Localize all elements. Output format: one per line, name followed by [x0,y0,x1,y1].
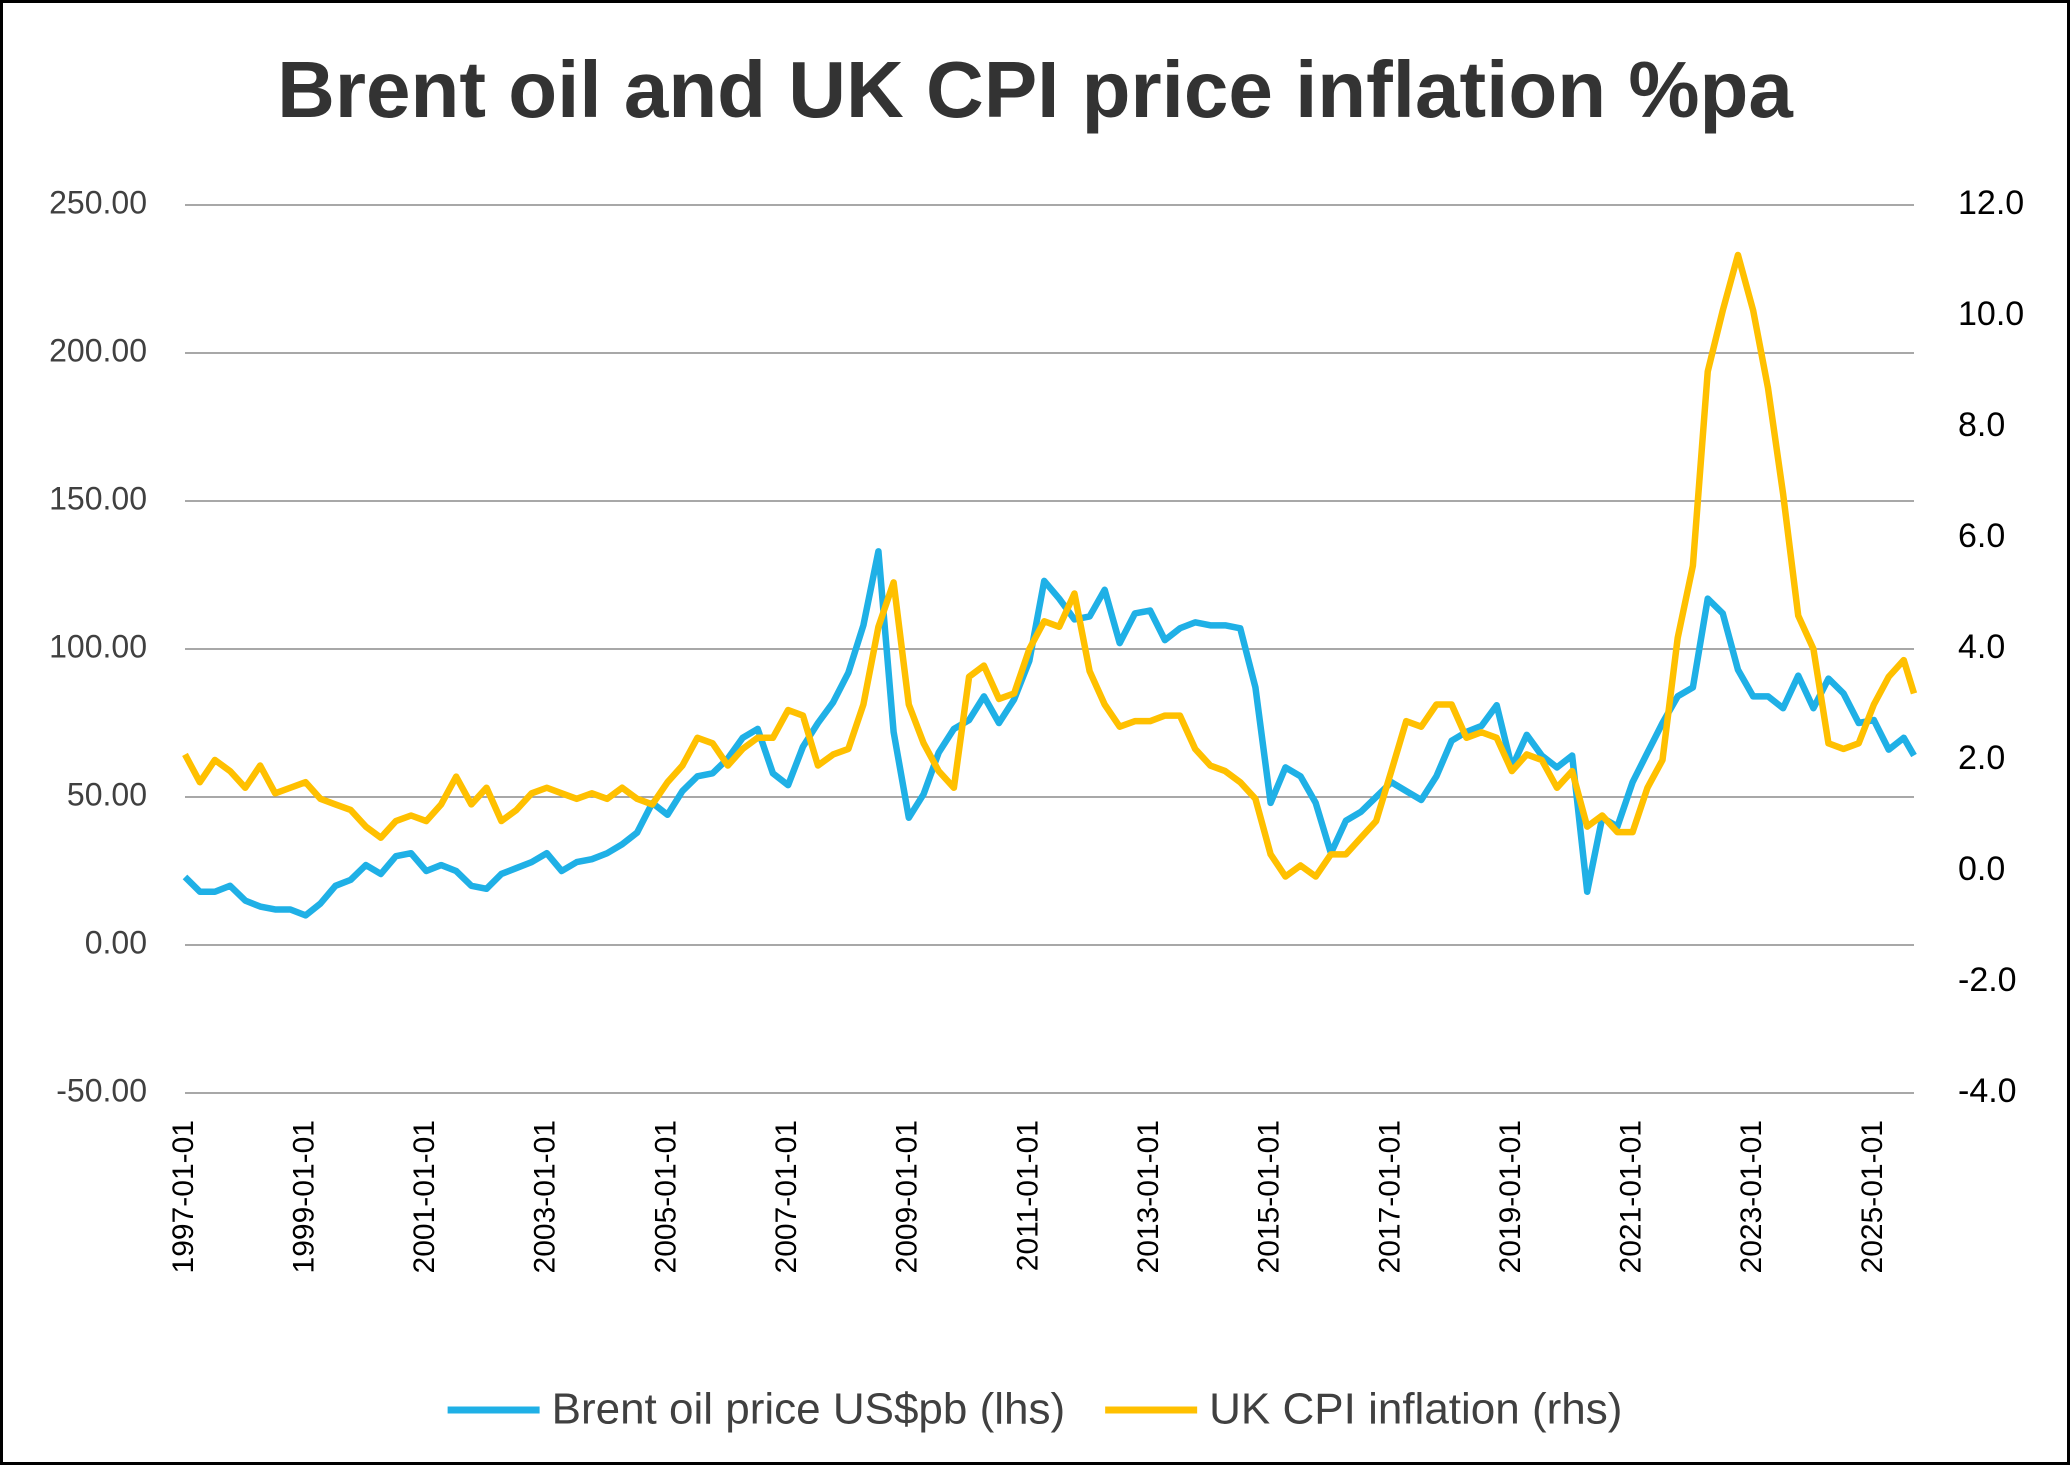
y2-tick-label: 12.0 [1958,184,2024,222]
y2-tick-label: 0.0 [1958,850,2005,888]
y2-tick-label: 8.0 [1958,406,2005,444]
x-tick-label: 2005-01-01 [649,1120,682,1273]
x-tick-label: 2021-01-01 [1615,1120,1648,1273]
y-tick-label: 200.00 [49,332,147,368]
x-tick-label: 2017-01-01 [1373,1120,1406,1273]
data-line [182,548,1917,919]
y-tick-label: 250.00 [49,184,147,220]
y-tick-label: 0.00 [85,924,147,960]
legend-label: UK CPI inflation (rhs) [1209,1385,1622,1434]
x-tick-label: 2013-01-01 [1132,1120,1165,1273]
y-tick-label: -50.00 [56,1072,147,1108]
y2-tick-label: 10.0 [1958,295,2024,333]
y2-tick-label: 6.0 [1958,517,2005,555]
y2-tick-label: 4.0 [1958,628,2005,666]
legend-label: Brent oil price US$pb (lhs) [552,1385,1066,1434]
data-line [182,251,1918,880]
x-tick-label: 1997-01-01 [167,1120,200,1273]
x-tick-label: 2019-01-01 [1494,1120,1527,1273]
x-tick-label: 2023-01-01 [1735,1120,1768,1273]
x-tick-label: 2011-01-01 [1011,1120,1044,1271]
y-tick-label: 150.00 [49,480,147,516]
x-tick-label: 2003-01-01 [529,1120,562,1273]
y2-tick-label: -2.0 [1958,961,2017,999]
y-tick-label: 100.00 [49,628,147,664]
x-tick-label: 2015-01-01 [1253,1120,1286,1273]
chart-title: Brent oil and UK CPI price inflation %pa [277,45,1793,134]
x-tick-label: 2009-01-01 [891,1120,924,1273]
x-tick-label: 2001-01-01 [408,1120,441,1273]
y-tick-label: 50.00 [67,776,147,812]
x-tick-label: 2007-01-01 [770,1120,803,1273]
x-tick-label: 2025-01-01 [1856,1120,1889,1273]
y2-tick-label: 2.0 [1958,739,2005,777]
y2-tick-label: -4.0 [1958,1072,2017,1110]
x-tick-label: 1999-01-01 [287,1120,320,1273]
